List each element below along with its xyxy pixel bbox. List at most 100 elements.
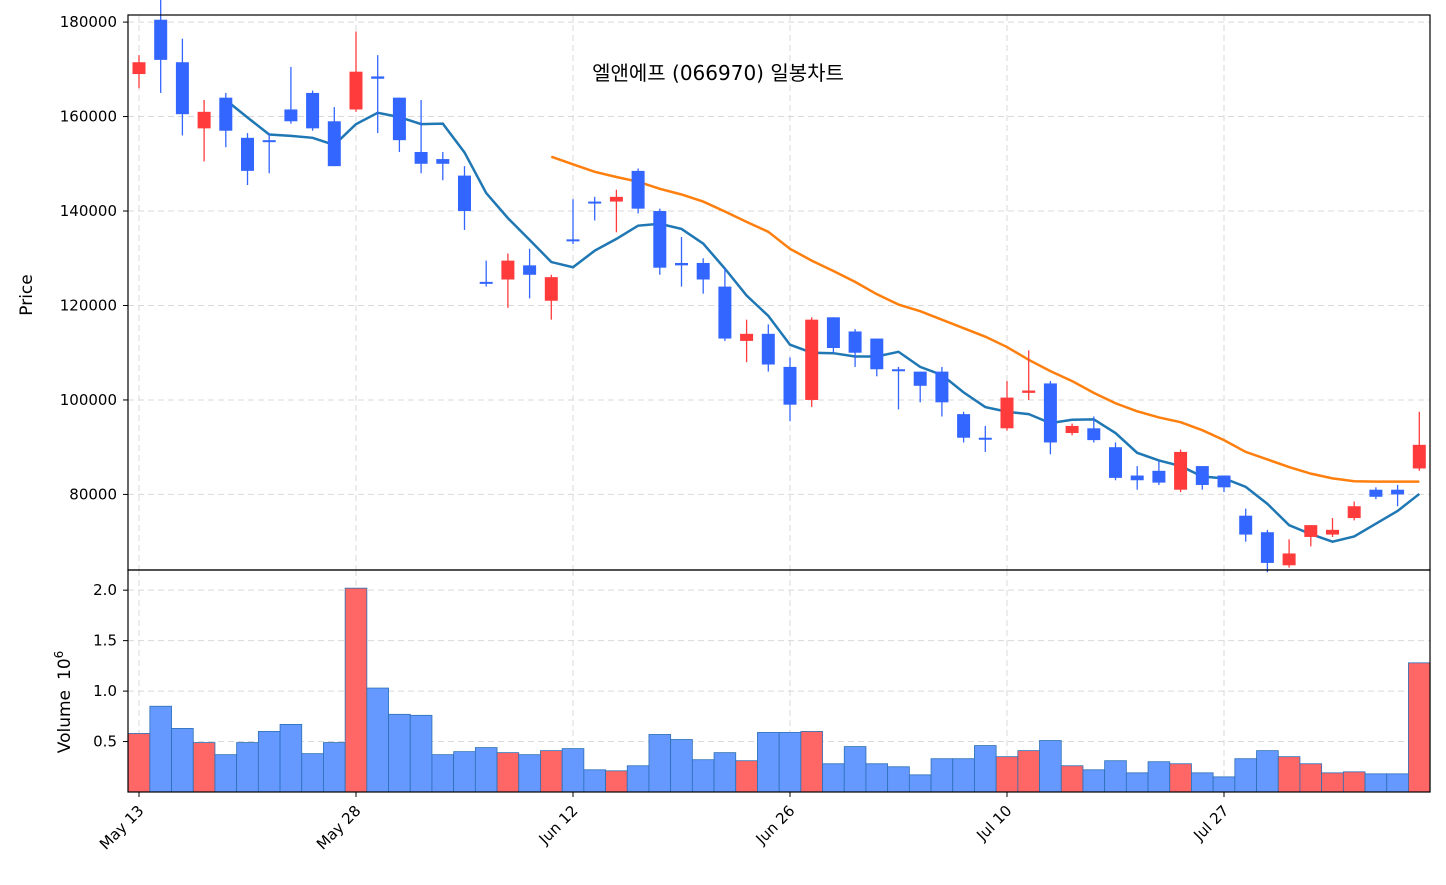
volume-bar <box>1321 772 1344 793</box>
volume-bar <box>214 754 238 793</box>
candle-body <box>544 277 558 301</box>
volume-y-axis: 0.5 1.0 1.5 2.0 <box>93 581 128 751</box>
volume-bar <box>1147 761 1171 793</box>
candle-body <box>1347 506 1361 519</box>
price-tick-label: 140000 <box>60 202 117 220</box>
volume-bar <box>127 733 151 793</box>
candle-body <box>306 92 320 129</box>
ma20-line <box>550 155 1420 483</box>
candle-body <box>154 19 168 60</box>
x-tick-label: May 13 <box>96 802 148 854</box>
volume-bar <box>1364 773 1388 793</box>
volume-tick-label: 1.5 <box>93 632 117 650</box>
candle-body <box>1412 444 1426 469</box>
volume-bar <box>670 739 693 793</box>
volume-panel-frame <box>127 569 1431 793</box>
volume-bar <box>1017 750 1040 793</box>
volume-bar <box>974 745 997 793</box>
volume-bar <box>626 765 650 793</box>
candle-body <box>631 170 645 209</box>
volume-bar <box>713 752 737 793</box>
volume-bar <box>1104 760 1127 793</box>
volume-bar <box>648 734 672 793</box>
volume-bar <box>930 758 954 793</box>
candle-body <box>761 333 775 365</box>
volume-bar <box>496 752 520 793</box>
candle-body <box>284 109 298 122</box>
candle-body <box>1282 553 1296 566</box>
volume-bar <box>800 731 823 793</box>
candle-body <box>1195 466 1209 485</box>
candle-body <box>1065 425 1079 434</box>
volume-bar <box>409 714 433 793</box>
candlesticks <box>132 0 1426 573</box>
volume-bar <box>887 766 910 793</box>
volume-bar <box>995 756 1019 793</box>
candle-body <box>1260 532 1274 563</box>
price-tick-label: 120000 <box>60 296 117 314</box>
candle-body <box>371 76 385 79</box>
candle-body <box>458 175 471 212</box>
candle-body <box>1239 515 1253 535</box>
volume-bar <box>388 713 411 793</box>
volume-bar <box>279 723 303 793</box>
volume-bar <box>301 753 324 793</box>
candle-body <box>241 137 254 171</box>
candle-body <box>1217 475 1231 488</box>
volume-bar <box>474 747 498 793</box>
volume-bar <box>453 751 476 793</box>
volume-bar <box>757 732 780 793</box>
volume-bar <box>518 754 541 793</box>
candle-body <box>1391 489 1405 495</box>
volume-bar <box>1408 662 1431 793</box>
candle-body <box>1130 475 1144 481</box>
candle-body <box>957 414 971 438</box>
volume-axis-label: Volume 106 <box>52 651 75 754</box>
price-grid <box>128 15 1430 570</box>
candle-body <box>132 62 146 75</box>
candle-body <box>1304 525 1318 537</box>
candle-body <box>1022 390 1036 393</box>
volume-bar <box>236 742 259 793</box>
candle-body <box>675 262 688 266</box>
volume-bar <box>583 769 606 793</box>
volume-bar <box>1039 740 1062 793</box>
candle-body <box>609 196 623 202</box>
candle-body <box>175 62 189 115</box>
volume-bar <box>1256 750 1279 793</box>
candle-body <box>414 151 428 164</box>
volume-bars <box>127 587 1431 793</box>
volume-tick-label: 0.5 <box>93 733 117 751</box>
candle-body <box>479 281 493 284</box>
volume-bar <box>1125 772 1149 793</box>
candle-body <box>935 371 949 403</box>
candle-body <box>696 262 710 280</box>
volume-bar <box>149 705 172 793</box>
volume-tick-label: 2.0 <box>93 581 117 599</box>
candle-body <box>870 338 884 370</box>
price-axis-label: Price <box>17 274 37 315</box>
moving-average-lines <box>225 99 1421 543</box>
volume-bar <box>1386 773 1409 793</box>
candle-body <box>392 97 406 141</box>
volume-bar <box>540 750 563 793</box>
volume-bar <box>605 770 628 793</box>
candle-body <box>588 201 602 204</box>
candle-body <box>1152 470 1166 483</box>
volume-bar <box>1299 763 1323 793</box>
candle-body <box>1087 428 1101 441</box>
candle-body <box>826 317 840 348</box>
volume-bar <box>1277 756 1301 793</box>
volume-bar <box>908 774 932 793</box>
price-y-axis: 80000 100000 120000 140000 160000 180000 <box>60 13 128 503</box>
candle-body <box>501 260 515 280</box>
volume-bar <box>1212 776 1236 793</box>
x-axis: May 13 May 28 Jun 12 Jun 26 Jul 10 Jul 27 <box>96 792 1232 854</box>
ma5-line <box>225 99 1421 543</box>
volume-offset-label: 106 <box>52 651 75 680</box>
volume-bar <box>691 759 715 793</box>
candle-body <box>805 319 819 400</box>
candle-body <box>783 366 797 405</box>
x-tick-label: Jul 10 <box>972 802 1015 845</box>
